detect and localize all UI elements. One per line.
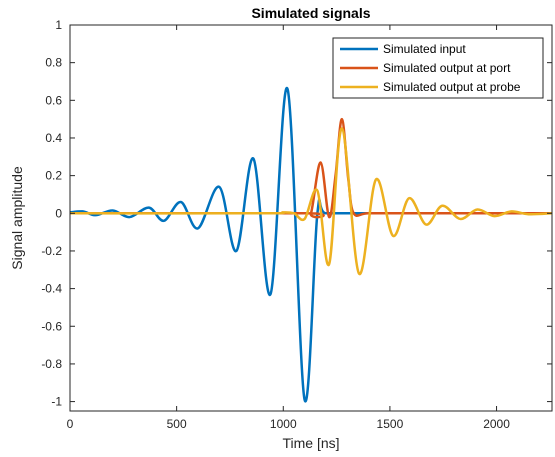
y-tick-label: 0.2 — [45, 169, 62, 183]
y-tick-label: 0.8 — [45, 56, 62, 70]
legend-label-simulated-output-at-port: Simulated output at port — [383, 61, 511, 75]
series-layer — [70, 87, 552, 403]
y-tick-label: 0 — [55, 206, 62, 220]
y-tick-label: 1 — [55, 18, 62, 32]
y-tick-label: -1 — [51, 395, 62, 409]
x-tick-label: 2000 — [483, 417, 510, 431]
legend-label-simulated-output-at-probe: Simulated output at probe — [383, 80, 521, 94]
x-tick-label: 0 — [67, 417, 74, 431]
axes-box — [69, 24, 553, 412]
x-tick-label: 500 — [167, 417, 187, 431]
ticks-layer: 0 500 1000 1500 2000 1 0.8 0.6 0.4 0.2 0 -0.2 -0.4 -0… — [41, 18, 552, 431]
series-line-simulated-output-at-port — [70, 117, 552, 219]
y-tick-label: -0.6 — [41, 319, 62, 333]
x-axis-title: Time [ns] — [282, 435, 339, 451]
axes-layer — [69, 24, 553, 412]
y-tick-label: -0.4 — [41, 282, 62, 296]
series-line-simulated-output-at-probe — [70, 127, 552, 275]
legend-label-simulated-input: Simulated input — [383, 42, 466, 56]
y-tick-label: 0.6 — [45, 93, 62, 107]
chart-title: Simulated signals — [251, 5, 370, 21]
y-axis-title: Signal amplitude — [9, 166, 25, 270]
x-tick-label: 1000 — [270, 417, 297, 431]
y-tick-label: -0.8 — [41, 357, 62, 371]
y-tick-label: -0.2 — [41, 244, 62, 258]
y-tick-label: 0.4 — [45, 131, 62, 145]
legend: Simulated input Simulated output at port S… — [332, 37, 544, 99]
x-tick-label: 1500 — [377, 417, 404, 431]
